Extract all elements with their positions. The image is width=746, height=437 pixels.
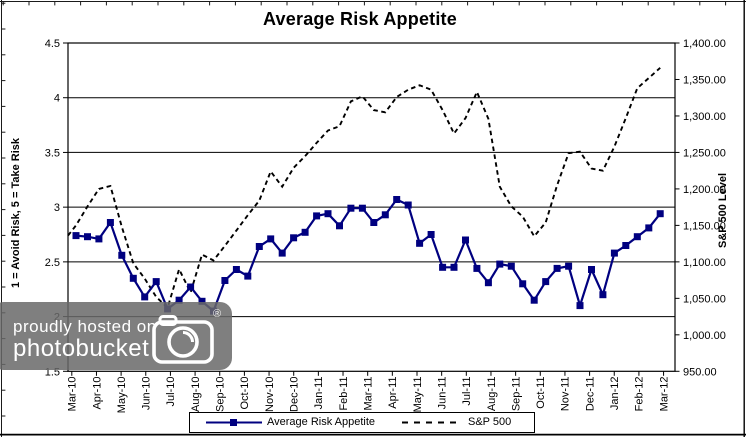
svg-text:Jul-11: Jul-11 (461, 377, 473, 406)
sp500-series-sample (402, 418, 460, 430)
right-axis-title: S&P 500 Level (717, 172, 729, 248)
watermark-line1: proudly hosted on (13, 317, 157, 336)
svg-text:Sep-11: Sep-11 (510, 377, 522, 412)
svg-text:950.00: 950.00 (683, 366, 717, 378)
legend: Average Risk Appetite S&P 500 (189, 412, 535, 433)
svg-text:3.5: 3.5 (45, 147, 60, 159)
svg-text:1,150.00: 1,150.00 (683, 220, 726, 232)
legend-label-sp500: S&P 500 (468, 416, 512, 428)
svg-text:3: 3 (54, 202, 60, 214)
svg-text:Jun-10: Jun-10 (141, 377, 153, 411)
svg-text:1,050.00: 1,050.00 (683, 293, 726, 305)
svg-text:Sep-10: Sep-10 (215, 377, 227, 412)
svg-text:2.5: 2.5 (45, 257, 60, 269)
svg-text:Feb-12: Feb-12 (634, 377, 646, 412)
svg-text:Feb-11: Feb-11 (338, 377, 350, 411)
svg-text:4.5: 4.5 (45, 38, 60, 50)
risk-series-sample (206, 418, 262, 430)
svg-text:Mar-12: Mar-12 (658, 377, 670, 412)
svg-text:Dec-10: Dec-10 (289, 377, 301, 412)
svg-text:Nov-11: Nov-11 (560, 377, 572, 412)
svg-text:Aug-11: Aug-11 (486, 377, 498, 412)
watermark-line2: photobucket (13, 335, 150, 362)
svg-text:Apr-10: Apr-10 (91, 377, 103, 410)
chart-title: Average Risk Appetite (263, 9, 457, 29)
svg-text:Nov-10: Nov-10 (264, 377, 276, 412)
photobucket-watermark: proudly hosted on photobucket ® (0, 302, 232, 370)
svg-text:1,350.00: 1,350.00 (683, 74, 726, 86)
camera-icon (152, 315, 214, 370)
svg-text:Jan-11: Jan-11 (313, 377, 325, 410)
svg-text:Mar-10: Mar-10 (67, 377, 79, 412)
svg-text:Oct-10: Oct-10 (239, 377, 251, 410)
svg-text:1,200.00: 1,200.00 (683, 184, 726, 196)
svg-text:1,300.00: 1,300.00 (683, 111, 726, 123)
registered-mark-icon: ® (213, 308, 222, 320)
svg-text:Apr-11: Apr-11 (387, 377, 399, 409)
svg-text:Jun-11: Jun-11 (436, 377, 448, 410)
svg-text:Oct-11: Oct-11 (535, 377, 547, 409)
svg-text:4: 4 (54, 93, 60, 105)
svg-text:May-10: May-10 (116, 377, 128, 414)
svg-text:1,100.00: 1,100.00 (683, 257, 726, 269)
svg-text:Jan-12: Jan-12 (609, 377, 621, 411)
svg-text:1,250.00: 1,250.00 (683, 147, 726, 159)
svg-text:1,000.00: 1,000.00 (683, 330, 726, 342)
svg-text:Dec-11: Dec-11 (584, 377, 596, 412)
svg-text:Aug-10: Aug-10 (190, 377, 202, 412)
legend-label-risk: Average Risk Appetite (267, 416, 376, 428)
svg-text:Jul-10: Jul-10 (165, 377, 177, 407)
svg-text:Mar-11: Mar-11 (362, 377, 374, 411)
svg-text:May-11: May-11 (412, 377, 424, 413)
left-axis-title: 1 = Avoid Risk, 5 = Take Risk (10, 138, 22, 288)
svg-text:1,400.00: 1,400.00 (683, 38, 726, 50)
